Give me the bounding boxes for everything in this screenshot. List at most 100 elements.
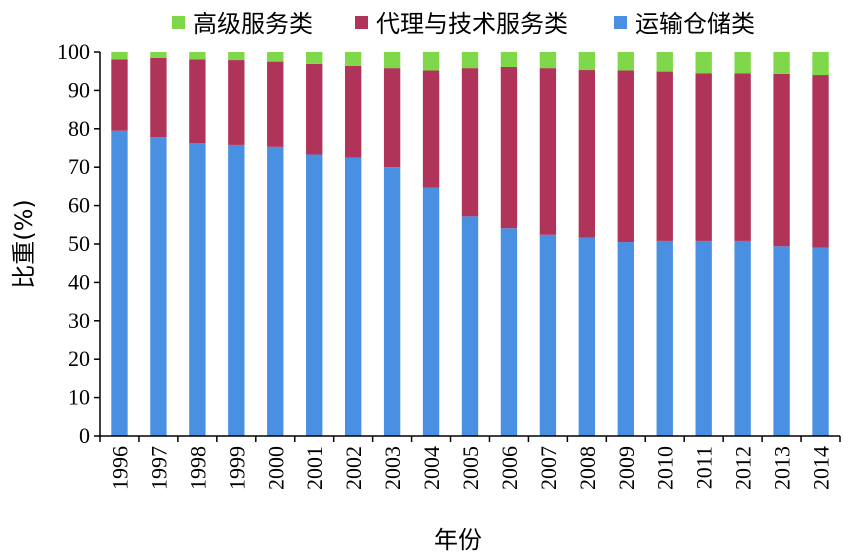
bar-segment-2011-series-0 xyxy=(695,240,712,436)
legend: 高级服务类 代理与技术服务类 运输仓储类 xyxy=(172,10,755,38)
y-tick-label-60: 60 xyxy=(68,193,90,218)
bar-segment-1998-series-2 xyxy=(189,52,206,60)
bar-segment-2003-series-2 xyxy=(383,52,401,69)
bar-segment-2006-series-2 xyxy=(500,52,518,67)
y-tick-label-50: 50 xyxy=(68,231,90,256)
bar-segment-2004-series-0 xyxy=(422,187,440,436)
bar-segment-2005-series-1 xyxy=(461,68,479,217)
bar-segment-2009-series-2 xyxy=(617,52,634,71)
x-tick-label-2007: 2007 xyxy=(536,446,561,490)
bar-segment-2013-series-2 xyxy=(773,52,790,74)
x-axis-title: 年份 xyxy=(434,526,482,554)
y-tick-label-100: 100 xyxy=(57,39,90,64)
bar-segment-2004-series-2 xyxy=(422,52,440,71)
bar-segment-2012-series-2 xyxy=(734,52,751,74)
bar-segment-1999-series-2 xyxy=(228,52,245,61)
bar-segment-2011-series-1 xyxy=(695,73,712,241)
bar-segment-1999-series-1 xyxy=(228,60,245,145)
x-tick-label-2013: 2013 xyxy=(770,446,795,490)
bar-segment-2010-series-2 xyxy=(656,52,673,72)
y-tick-label-10: 10 xyxy=(68,385,90,410)
x-tick-label-2002: 2002 xyxy=(341,446,366,490)
x-tick-label-2006: 2006 xyxy=(497,446,522,490)
bar-segment-2004-series-1 xyxy=(422,70,440,188)
x-tick-label-2012: 2012 xyxy=(731,446,756,490)
x-tick-label-2011: 2011 xyxy=(692,446,717,489)
x-tick-label-2003: 2003 xyxy=(380,446,405,490)
bar-segment-2008-series-0 xyxy=(578,237,596,436)
bar-segment-2007-series-2 xyxy=(539,52,557,69)
y-tick-label-40: 40 xyxy=(68,269,90,294)
x-tick-label-2001: 2001 xyxy=(302,446,327,490)
y-tick-label-70: 70 xyxy=(68,154,90,179)
bar-segment-2001-series-2 xyxy=(306,52,323,64)
y-tick-label-80: 80 xyxy=(68,116,90,141)
bar-segment-2005-series-0 xyxy=(461,216,479,436)
legend-swatch-高级服务类 xyxy=(172,16,185,29)
bar-segment-2014-series-2 xyxy=(812,52,829,76)
x-tick-label-1996: 1996 xyxy=(107,446,132,490)
bar-segment-2001-series-0 xyxy=(306,154,323,436)
legend-swatch-代理与技术服务类 xyxy=(355,16,368,29)
bar-segment-2002-series-1 xyxy=(344,65,362,158)
y-tick-label-0: 0 xyxy=(79,423,90,448)
legend-label-代理与技术服务类: 代理与技术服务类 xyxy=(376,10,568,38)
bar-segment-1996-series-0 xyxy=(111,130,128,436)
bar-segment-2001-series-1 xyxy=(306,63,323,155)
bar-segment-2010-series-1 xyxy=(656,71,673,241)
bar-segment-2008-series-1 xyxy=(578,70,596,238)
bar-segment-2000-series-0 xyxy=(267,146,284,436)
y-axis-title: 比重(%) xyxy=(10,199,38,289)
bar-segment-2006-series-1 xyxy=(500,66,518,229)
bar-segment-2007-series-1 xyxy=(539,68,557,235)
y-axis-ticks: 0 10 20 30 40 50 60 70 80 90 100 xyxy=(57,39,100,448)
bar-segment-1998-series-1 xyxy=(189,59,206,144)
bar-segment-2012-series-1 xyxy=(734,73,751,241)
bar-segment-1999-series-0 xyxy=(228,144,245,436)
bar-segment-2013-series-1 xyxy=(773,73,790,247)
x-tick-label-2005: 2005 xyxy=(458,446,483,490)
bar-segment-2005-series-2 xyxy=(461,52,479,69)
bar-segment-2000-series-1 xyxy=(267,61,284,147)
x-tick-label-2014: 2014 xyxy=(809,446,834,490)
x-tick-label-2000: 2000 xyxy=(263,446,288,490)
bar-segment-2010-series-0 xyxy=(656,240,673,436)
x-tick-label-1999: 1999 xyxy=(224,446,249,490)
x-tick-label-2010: 2010 xyxy=(653,446,678,490)
bar-segment-2000-series-2 xyxy=(267,52,284,62)
bar-segment-2006-series-0 xyxy=(500,228,518,436)
bar-segment-2011-series-2 xyxy=(695,52,712,74)
axes xyxy=(99,52,840,437)
bar-segment-1996-series-2 xyxy=(111,52,128,60)
y-tick-label-20: 20 xyxy=(68,346,90,371)
x-tick-label-2004: 2004 xyxy=(419,446,444,490)
legend-label-高级服务类: 高级服务类 xyxy=(193,10,313,38)
bars xyxy=(111,52,829,436)
y-tick-label-30: 30 xyxy=(68,308,90,333)
bar-segment-2009-series-1 xyxy=(617,70,634,243)
x-tick-label-2009: 2009 xyxy=(614,446,639,490)
x-axis-ticks: 1996 1997 1998 1999 2000 2001 2002 2003 2004 2005… xyxy=(99,436,841,490)
bar-segment-2012-series-0 xyxy=(734,240,751,436)
x-tick-label-1997: 1997 xyxy=(146,446,171,490)
bar-segment-1998-series-0 xyxy=(189,143,206,436)
bar-segment-2002-series-0 xyxy=(344,157,362,436)
bar-segment-2009-series-0 xyxy=(617,242,634,436)
bar-segment-2002-series-2 xyxy=(344,52,362,66)
legend-swatch-运输仓储类 xyxy=(614,16,627,29)
bar-segment-1997-series-0 xyxy=(150,137,167,436)
bar-segment-1997-series-2 xyxy=(150,52,167,58)
y-tick-label-90: 90 xyxy=(68,77,90,102)
bar-segment-2014-series-0 xyxy=(812,247,829,436)
bar-segment-2013-series-0 xyxy=(773,246,790,436)
legend-label-运输仓储类: 运输仓储类 xyxy=(635,10,755,38)
bar-segment-1997-series-1 xyxy=(150,57,167,138)
bar-segment-2014-series-1 xyxy=(812,75,829,248)
bar-segment-2003-series-1 xyxy=(383,68,401,168)
bar-segment-1996-series-1 xyxy=(111,59,128,131)
bar-segment-2008-series-2 xyxy=(578,52,596,71)
x-tick-label-2008: 2008 xyxy=(575,446,600,490)
bar-segment-2003-series-0 xyxy=(383,167,401,436)
x-tick-label-1998: 1998 xyxy=(185,446,210,490)
